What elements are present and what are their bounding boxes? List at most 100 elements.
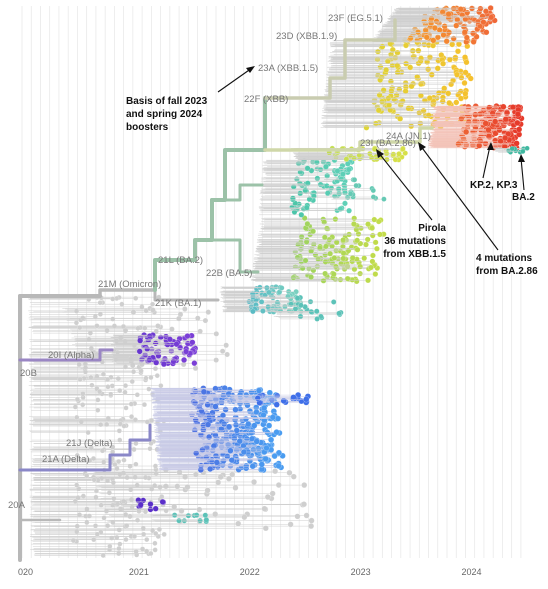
tip-point [384,58,391,65]
tip-point [308,308,315,315]
tip-point [351,177,358,183]
clade-label-23f: 23F (EG.5.1) [328,13,383,24]
tip-point [212,511,219,518]
clade-label-23a: 23A (XBB.1.5) [258,63,318,74]
pirola-annotation-line-1: Pirola [418,223,446,234]
tip-point [275,462,282,470]
tip-point [116,527,122,533]
tip-point [93,494,99,500]
tip-point [166,336,173,343]
tip-point [446,56,453,63]
tip-point [364,236,371,243]
tip-point [212,385,219,392]
tip-point [308,517,315,524]
tip-point [417,80,424,87]
tip-point [324,172,331,179]
tip-point [117,388,123,394]
tip-point [402,88,409,95]
tip-point [229,471,236,478]
tip-point [418,55,425,62]
tip-point [152,340,159,347]
tip-point [369,232,376,239]
tip-point [85,429,91,436]
boosters-annotation-line-3: boosters [126,122,169,133]
tip-point [370,187,376,194]
tip-point [143,375,149,381]
tip-point [251,422,258,429]
tip-point [240,442,247,450]
tip-point [502,116,509,123]
tip-point [408,83,415,90]
tip-point [402,150,409,156]
tip-point [149,417,155,424]
ba2-annotation: BA.2 [512,192,535,203]
tip-point [155,323,161,329]
tip-point [144,419,150,425]
four-mutations-annotation-line-1: 4 mutations [476,253,533,264]
tip-point [144,536,150,543]
tips-teal-small [150,512,210,525]
tip-point [314,175,321,182]
tip-point [142,325,148,331]
tip-point [353,226,360,233]
tip-point [303,512,310,519]
tip-point [115,376,121,382]
tip-point [225,475,232,482]
clade-label-22b: 22B (BA.5) [206,268,252,279]
tips-ba2-out [323,177,387,202]
tip-point [128,401,134,407]
x-tick-label: 2021 [129,567,149,577]
branch-22b [210,238,260,274]
tip-point [310,241,317,248]
tip-point [291,209,298,215]
tip-point [221,385,228,392]
tip-point [308,274,314,280]
tip-point [232,421,240,429]
tip-point [213,331,220,337]
tip-point [322,270,328,277]
tip-point [422,27,429,34]
tip-point [434,34,441,41]
clade-label-20a: 20A [8,500,26,511]
tip-point [371,216,378,223]
tip-point [272,468,279,475]
tip-point [192,388,199,395]
tip-point [339,243,346,250]
tips-alpha [110,332,199,368]
tip-point [106,490,112,496]
tip-point [467,75,474,82]
tip-point [448,81,455,88]
tip-point [462,90,469,97]
tip-point [372,271,379,277]
tip-point [107,543,113,549]
tip-point [396,151,402,157]
tip-point [488,14,495,21]
tips-delta [150,385,286,474]
tip-point [74,523,80,529]
branch-21l [153,198,214,292]
tip-point [298,233,305,240]
tip-point [108,391,114,398]
tip-point [258,299,265,305]
tip-point [134,392,140,398]
tip-point [461,79,468,86]
tip-point [303,396,310,403]
tip-point [341,182,347,188]
tip-point [299,265,306,272]
clade-label-24a: 24A (JN.1) [386,131,431,142]
boosters-annotation-line-1: Basis of fall 2023 [126,96,208,107]
tip-point [88,374,94,381]
tip-point [189,339,196,346]
tip-point [176,517,182,524]
tip-point [340,255,347,262]
x-tick-label: 2023 [351,567,371,577]
tip-point [80,315,86,321]
tip-point [477,5,484,12]
tip-point [70,537,76,544]
tip-point [144,548,150,554]
tip-point [313,308,320,315]
tip-point [457,6,464,13]
tip-point [154,373,160,379]
tip-point [137,337,144,344]
